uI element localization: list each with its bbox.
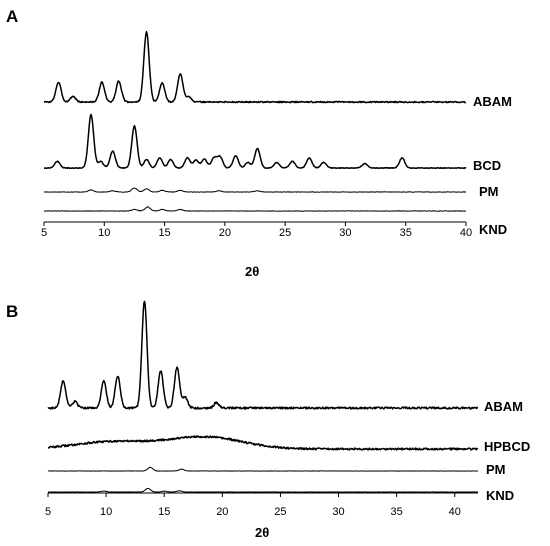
x-tick-label: 40 xyxy=(449,506,461,518)
panel-b-traces xyxy=(47,300,479,493)
panel-b-label-hpbcd: HPBCD xyxy=(484,439,530,454)
x-tick-label: 25 xyxy=(274,506,286,518)
x-tick-label: 10 xyxy=(100,506,112,518)
panel-a-traces xyxy=(43,30,467,212)
trace-knd xyxy=(43,206,467,212)
panel-a-letter: A xyxy=(6,7,18,26)
panel-b-label-abam: ABAM xyxy=(484,399,523,414)
trace-abam xyxy=(47,300,479,410)
x-tick-label: 35 xyxy=(391,506,403,518)
x-tick-label: 20 xyxy=(216,506,228,518)
x-tick-label: 5 xyxy=(41,227,47,239)
panel-a-label-abam: ABAM xyxy=(473,94,512,109)
trace-pm xyxy=(43,187,467,193)
panel-a-ticks: 5 10 15 20 25 30 35 40 xyxy=(41,222,472,239)
panel-b-letter: B xyxy=(6,302,18,321)
panel-a: A ABAM BCD PM KND 5 10 15 20 25 30 35 40 2θ xyxy=(6,7,512,279)
x-tick-label: 5 xyxy=(45,506,51,518)
x-tick-label: 30 xyxy=(332,506,344,518)
trace-knd xyxy=(47,487,479,493)
trace-abam xyxy=(43,30,467,104)
trace-pm xyxy=(47,466,479,472)
x-tick-label: 40 xyxy=(460,227,472,239)
panel-b-label-knd: KND xyxy=(486,488,514,503)
trace-hpbcd xyxy=(47,435,479,451)
trace-bcd xyxy=(43,113,467,170)
x-tick-label: 20 xyxy=(219,227,231,239)
panel-a-x-axis-title: 2θ xyxy=(245,264,259,279)
x-tick-label: 15 xyxy=(158,227,170,239)
panel-b: B ABAM HPBCD PM KND 5 10 15 20 25 30 35 40 2θ xyxy=(6,300,530,540)
x-tick-label: 35 xyxy=(400,227,412,239)
panel-a-label-bcd: BCD xyxy=(473,158,501,173)
panel-a-label-knd: KND xyxy=(479,222,507,237)
x-tick-label: 25 xyxy=(279,227,291,239)
x-tick-label: 10 xyxy=(98,227,110,239)
x-tick-label: 15 xyxy=(158,506,170,518)
panel-a-label-pm: PM xyxy=(479,184,499,199)
x-tick-label: 30 xyxy=(339,227,351,239)
panel-b-label-pm: PM xyxy=(486,462,506,477)
panel-b-ticks: 5 10 15 20 25 30 35 40 xyxy=(45,493,461,518)
panel-b-x-axis-title: 2θ xyxy=(255,525,269,540)
